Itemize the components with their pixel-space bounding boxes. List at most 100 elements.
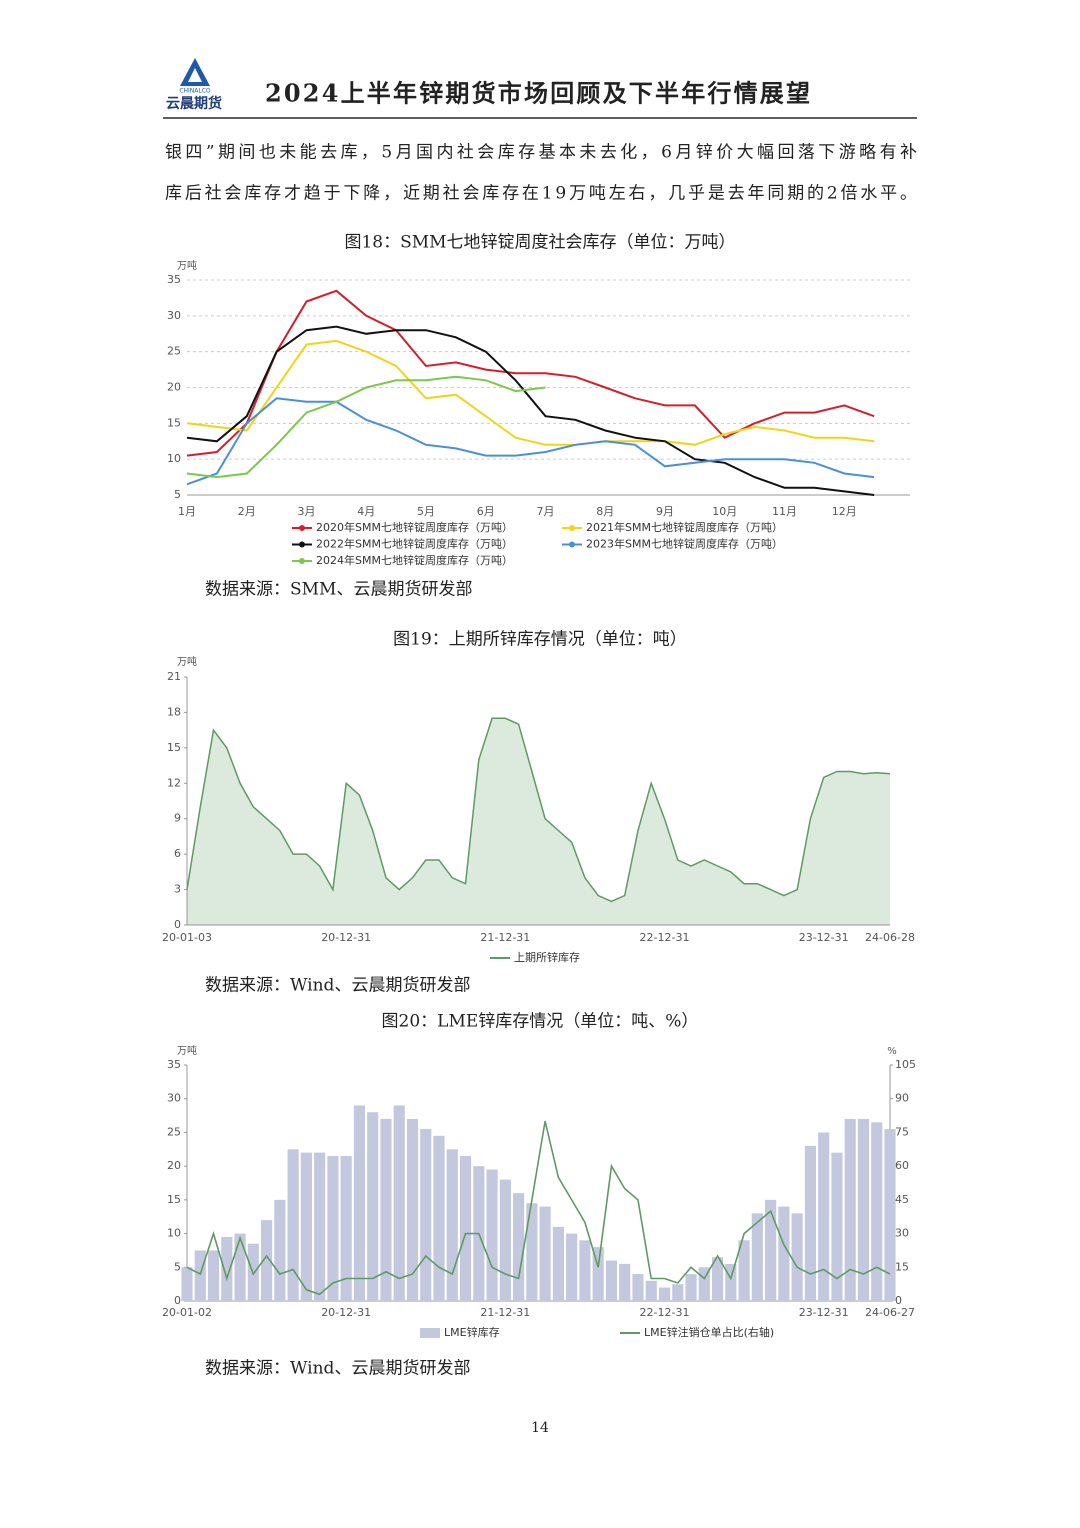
bar bbox=[433, 1135, 445, 1301]
bar bbox=[327, 1156, 339, 1301]
y-tick-label: 35 bbox=[167, 1058, 181, 1071]
bar bbox=[526, 1203, 538, 1301]
source: 数据来源：Wind、云晨期货研发部 bbox=[205, 976, 470, 996]
bar bbox=[791, 1213, 803, 1301]
x-tick-label: 24-06-27 bbox=[865, 1306, 915, 1319]
y-tick-label: 5 bbox=[174, 1260, 181, 1273]
logo-cn: 云晨期货 bbox=[166, 95, 222, 112]
logo-en: CHINALCO bbox=[179, 88, 211, 95]
y-tick-label: 15 bbox=[167, 1193, 181, 1206]
y2-tick-label: 60 bbox=[895, 1159, 909, 1172]
x-tick-label: 3月 bbox=[298, 505, 316, 518]
x-tick-label: 2月 bbox=[238, 505, 256, 518]
legend-label: 2021年SMM七地锌锭周度库存（万吨） bbox=[586, 520, 783, 534]
logo: CHINALCO 云晨期货 bbox=[166, 58, 222, 112]
y-tick-label: 0 bbox=[174, 1294, 181, 1307]
bar bbox=[672, 1284, 684, 1301]
y-tick-label: 25 bbox=[167, 1125, 181, 1138]
y2-unit: % bbox=[887, 1046, 897, 1057]
chart-title: 图20：LME锌库存情况（单位：吨、%） bbox=[382, 1012, 699, 1032]
line-series bbox=[186, 325, 875, 496]
bar bbox=[194, 1250, 206, 1301]
page-number: 14 bbox=[531, 1420, 549, 1436]
bar bbox=[592, 1247, 604, 1301]
bar bbox=[844, 1118, 856, 1301]
bar bbox=[287, 1149, 299, 1301]
bar bbox=[566, 1233, 578, 1301]
area-line bbox=[186, 717, 891, 903]
x-tick-label: 12月 bbox=[832, 505, 857, 518]
paragraph-line: 银四”期间也未能去库，5月国内社会库存基本未去化，6月锌价大幅回落下游略有补 bbox=[165, 143, 917, 163]
bar bbox=[751, 1213, 763, 1301]
y2-tick-label: 30 bbox=[895, 1227, 909, 1240]
legend-swatch bbox=[420, 1328, 440, 1338]
bar bbox=[221, 1236, 233, 1301]
y-tick-label: 3 bbox=[174, 883, 181, 896]
y2-tick-label: 45 bbox=[895, 1193, 909, 1206]
y-tick-label: 21 bbox=[167, 670, 181, 683]
bar bbox=[207, 1250, 220, 1301]
x-tick-label: 20-12-31 bbox=[321, 931, 371, 944]
bar bbox=[658, 1287, 671, 1301]
y-unit: 万吨 bbox=[177, 655, 197, 668]
line-series bbox=[186, 397, 875, 486]
x-tick-label: 23-12-31 bbox=[799, 1306, 849, 1319]
y-tick-label: 30 bbox=[167, 1092, 181, 1105]
bar bbox=[420, 1129, 432, 1301]
y-tick-label: 6 bbox=[174, 847, 181, 860]
bar bbox=[765, 1199, 777, 1301]
bar bbox=[579, 1240, 591, 1301]
y-tick-label: 0 bbox=[174, 918, 181, 931]
x-tick-label: 21-12-31 bbox=[480, 1306, 530, 1319]
y-tick-label: 20 bbox=[167, 381, 181, 394]
x-tick-label: 11月 bbox=[772, 505, 797, 518]
bar bbox=[619, 1263, 631, 1301]
y-unit: 万吨 bbox=[177, 1044, 197, 1057]
x-tick-label: 22-12-31 bbox=[640, 1306, 690, 1319]
legend-label: LME锌库存 bbox=[444, 1325, 500, 1339]
y-tick-label: 12 bbox=[167, 776, 181, 789]
bar bbox=[698, 1267, 710, 1301]
y-tick-label: 15 bbox=[167, 741, 181, 754]
y-tick-label: 35 bbox=[167, 273, 181, 286]
line-series bbox=[186, 339, 875, 446]
x-tick-label: 23-12-31 bbox=[799, 931, 849, 944]
legend-label: 2023年SMM七地锌锭周度库存（万吨） bbox=[586, 537, 783, 551]
bar bbox=[539, 1206, 551, 1301]
bar bbox=[274, 1199, 286, 1301]
bar bbox=[685, 1274, 697, 1301]
bar bbox=[513, 1193, 525, 1301]
x-tick-label: 6月 bbox=[477, 505, 495, 518]
x-tick-label: 24-06-28 bbox=[865, 931, 915, 944]
paragraph-line: 库后社会库存才趋于下降，近期社会库存在19万吨左右，几乎是去年同期的2倍水平。 bbox=[165, 184, 917, 204]
x-tick-label: 22-12-31 bbox=[640, 931, 690, 944]
line-series bbox=[186, 1121, 891, 1296]
bar bbox=[711, 1257, 724, 1301]
y-tick-label: 5 bbox=[174, 488, 181, 501]
x-tick-label: 7月 bbox=[537, 505, 555, 518]
bar bbox=[261, 1220, 273, 1301]
x-tick-label: 20-01-02 bbox=[162, 1306, 212, 1319]
source: 数据来源：Wind、云晨期货研发部 bbox=[205, 1359, 470, 1379]
bar bbox=[406, 1118, 419, 1301]
y-tick-label: 10 bbox=[167, 1227, 181, 1240]
bar bbox=[353, 1105, 366, 1301]
y2-tick-label: 15 bbox=[895, 1260, 909, 1273]
bar bbox=[499, 1179, 511, 1301]
y-tick-label: 20 bbox=[167, 1159, 181, 1172]
x-tick-label: 20-12-31 bbox=[321, 1306, 371, 1319]
x-tick-label: 8月 bbox=[596, 505, 614, 518]
legend-label: LME锌注销仓单占比(右轴) bbox=[644, 1325, 774, 1339]
y-tick-label: 25 bbox=[167, 345, 181, 358]
bar bbox=[831, 1152, 843, 1301]
bar bbox=[393, 1105, 405, 1301]
bar bbox=[314, 1152, 326, 1301]
logo-mark-inner bbox=[188, 68, 202, 82]
x-tick-label: 4月 bbox=[357, 505, 375, 518]
bar bbox=[446, 1149, 458, 1301]
bar bbox=[552, 1226, 564, 1301]
bar bbox=[605, 1260, 618, 1301]
x-tick-label: 5月 bbox=[417, 505, 435, 518]
y-tick-label: 15 bbox=[167, 416, 181, 429]
